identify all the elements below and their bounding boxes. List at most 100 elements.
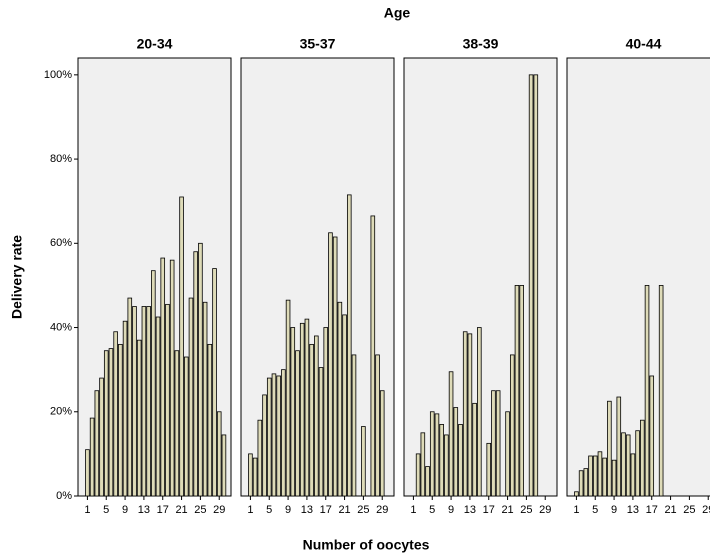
bar <box>141 306 147 497</box>
bar <box>271 373 277 497</box>
chart-title: Age <box>384 5 411 21</box>
bar <box>174 350 180 497</box>
x-tick-label: 9 <box>611 504 617 516</box>
x-tick-label: 1 <box>573 504 579 516</box>
bar <box>351 354 357 497</box>
bar <box>193 251 198 497</box>
bar <box>179 196 184 497</box>
y-axis-title: Delivery rate <box>9 235 25 319</box>
x-tick-label: 21 <box>338 504 350 516</box>
bar <box>281 369 286 497</box>
x-tick-label: 17 <box>483 504 495 516</box>
bar <box>462 331 468 497</box>
bar <box>649 375 655 497</box>
bar <box>169 259 175 497</box>
bar <box>290 327 296 497</box>
bar <box>266 377 272 497</box>
x-tick-label: 1 <box>247 504 253 516</box>
bar <box>113 331 118 497</box>
x-tick-label: 1 <box>410 504 416 516</box>
bar <box>188 297 194 497</box>
bar <box>328 232 333 497</box>
bar <box>207 343 213 497</box>
bar <box>103 350 109 497</box>
bar <box>122 320 128 497</box>
bar <box>346 194 352 497</box>
bar <box>448 371 454 497</box>
bar <box>257 419 263 497</box>
bar <box>630 453 636 497</box>
panel-background <box>566 57 710 497</box>
y-tick-label: 20% <box>50 406 72 418</box>
bar <box>85 449 90 497</box>
bar <box>444 434 449 497</box>
x-tick-label: 13 <box>464 504 476 516</box>
bar <box>658 285 664 497</box>
bar <box>578 470 584 497</box>
bar <box>592 455 598 497</box>
bar <box>108 348 114 497</box>
y-tick-label: 80% <box>50 153 72 165</box>
x-axis-title: Number of oocytes <box>303 537 430 553</box>
bar <box>505 411 510 497</box>
bar <box>509 354 515 497</box>
x-tick-label: 17 <box>646 504 658 516</box>
bar <box>299 322 305 497</box>
bar <box>519 285 524 497</box>
bar <box>248 453 253 497</box>
x-tick-label: 9 <box>122 504 128 516</box>
x-tick-label: 17 <box>157 504 169 516</box>
bar <box>155 316 161 497</box>
bar <box>528 74 534 497</box>
bar <box>453 407 459 497</box>
y-tick-label: 60% <box>50 237 72 249</box>
bar <box>533 74 539 497</box>
bar <box>252 457 258 497</box>
x-tick-label: 29 <box>702 504 710 516</box>
x-tick-label: 9 <box>448 504 454 516</box>
x-tick-label: 25 <box>683 504 695 516</box>
x-tick-label: 17 <box>320 504 332 516</box>
x-tick-label: 29 <box>213 504 225 516</box>
bar <box>262 394 267 497</box>
bar <box>625 434 631 497</box>
x-tick-label: 25 <box>194 504 206 516</box>
bar <box>132 306 137 497</box>
bar <box>429 411 435 497</box>
bar <box>415 453 421 497</box>
bar <box>640 419 645 497</box>
bar <box>602 457 607 497</box>
bar <box>379 390 385 497</box>
x-tick-label: 29 <box>539 504 551 516</box>
bar <box>486 442 492 497</box>
bar <box>467 333 473 497</box>
panel-title: 20-34 <box>137 36 173 52</box>
x-tick-label: 9 <box>285 504 291 516</box>
panel-title: 38-39 <box>463 36 499 52</box>
bar <box>491 390 496 497</box>
bar <box>127 297 133 497</box>
bar <box>621 432 626 497</box>
bar <box>323 327 329 497</box>
bar <box>574 491 579 497</box>
x-tick-label: 13 <box>138 504 150 516</box>
bar <box>495 390 501 497</box>
bar <box>295 350 300 497</box>
bar <box>221 434 227 497</box>
bar <box>583 468 589 497</box>
bar <box>588 455 593 497</box>
bar <box>198 242 203 497</box>
bar <box>597 451 603 497</box>
bar <box>370 215 376 497</box>
bar <box>183 356 189 497</box>
bar <box>420 432 426 497</box>
bar <box>202 301 208 497</box>
bar <box>337 301 343 497</box>
bar <box>309 343 314 497</box>
bar <box>616 396 622 497</box>
x-tick-label: 1 <box>84 504 90 516</box>
bar <box>118 343 123 497</box>
x-tick-label: 21 <box>664 504 676 516</box>
bar <box>375 354 380 497</box>
x-tick-label: 25 <box>520 504 532 516</box>
